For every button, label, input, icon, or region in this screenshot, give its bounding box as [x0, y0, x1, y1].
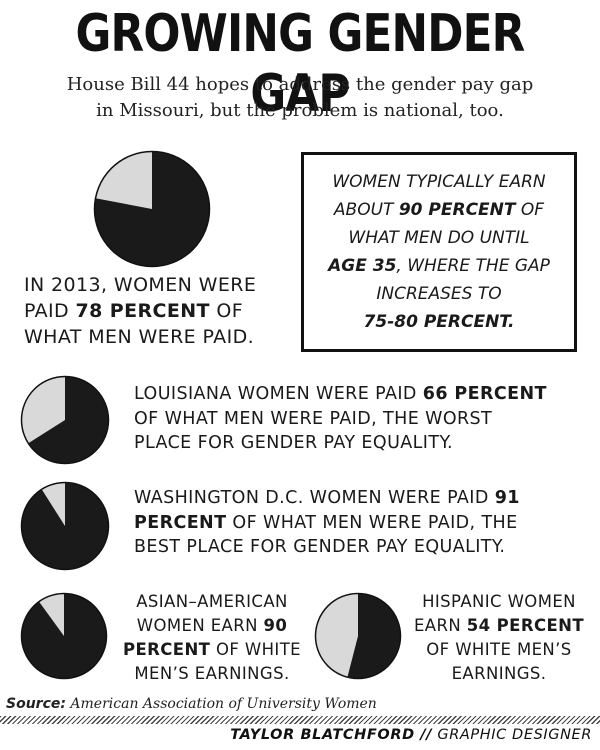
caption-louisiana: Louisiana women were paid 66 percent of … — [134, 382, 594, 456]
pie-hispanic — [314, 592, 402, 680]
caption-washington: Washington D.C. women were paid 91 perce… — [134, 486, 594, 560]
pie-louisiana — [20, 375, 110, 465]
callout-line-4: age 35, where the gap — [307, 252, 571, 280]
callout-line-5: increases to — [376, 284, 502, 304]
louisiana-pie-outline — [20, 375, 110, 465]
pie-national — [93, 150, 211, 268]
caption-washington-value: 91 — [494, 488, 520, 508]
subtitle-line-1: House Bill 44 hopes to address the gende… — [66, 74, 534, 95]
caption-hispanic-line-2: earn 54 percent — [404, 614, 594, 638]
callout-text-part: of — [520, 200, 545, 220]
caption-hispanic-line-1: Hispanic women — [422, 592, 576, 611]
caption-national-line-3: what men were paid. — [24, 326, 255, 348]
washington-gap-slice — [41, 482, 65, 526]
louisiana-gap-slice — [21, 376, 65, 444]
divider-hatch — [0, 716, 600, 724]
subtitle: House Bill 44 hopes to address the gende… — [30, 72, 570, 124]
hispanic-women-slice — [347, 593, 401, 679]
callout-line-2: about 90 percent of — [307, 196, 571, 224]
callout-line-1: Women typically earn — [332, 172, 546, 192]
caption-washington-line-2: percent of what men were paid, the — [134, 511, 594, 536]
subtitle-line-2: in Missouri, but the problem is national… — [96, 100, 504, 121]
callout-value: 90 percent — [398, 200, 516, 220]
source-label: Source: — [6, 696, 66, 712]
designer-credit: TAYLOR BLATCHFORD // GRAPHIC DESIGNER — [230, 727, 592, 743]
callout-range: 75-80 percent. — [363, 312, 515, 332]
caption-hispanic-text: earn — [413, 616, 462, 635]
caption-national-value: 78 percent — [75, 300, 210, 322]
caption-asian-line-4: men’s earnings. — [134, 664, 290, 683]
credit-name: TAYLOR BLATCHFORD // — [230, 727, 433, 743]
caption-washington-text: of what men were paid, the — [232, 512, 518, 533]
caption-asian-line-3: percent of white — [112, 638, 312, 662]
caption-national-text: of — [216, 300, 244, 322]
source-note: Source: American Association of Universi… — [6, 696, 377, 712]
pie-asian — [20, 592, 108, 680]
caption-national: In 2013, women were paid 78 percent of w… — [24, 272, 294, 350]
caption-louisiana-line-1: Louisiana women were paid 66 percent — [134, 382, 594, 407]
caption-asian: Asian–American women earn 90 percent of … — [112, 590, 312, 686]
callout-age: age 35 — [328, 256, 397, 276]
asian-pie-outline — [20, 592, 108, 680]
callout-box: Women typically earn about 90 percent of… — [301, 152, 577, 352]
caption-hispanic-value: 54 percent — [466, 616, 584, 635]
caption-washington-value: percent — [134, 512, 227, 533]
hispanic-pie-outline — [314, 592, 402, 680]
asian-women-slice — [21, 593, 107, 679]
hispanic-gap-slice — [315, 593, 358, 678]
caption-asian-value: percent — [123, 640, 211, 659]
callout-text-part: , where the gap — [396, 256, 550, 276]
callout-line-6: 75-80 percent. — [307, 308, 571, 336]
caption-washington-line-1: Washington D.C. women were paid 91 — [134, 486, 594, 511]
page-title: GROWING GENDER GAP — [75, 4, 526, 124]
louisiana-women-slice — [28, 376, 109, 464]
washington-women-slice — [21, 482, 109, 570]
asian-gap-slice — [39, 593, 64, 636]
caption-louisiana-line-2: of what men were paid, the worst — [134, 408, 493, 429]
callout-text-part: about — [333, 200, 394, 220]
callout-text: Women typically earn about 90 percent of… — [307, 168, 571, 336]
caption-asian-value: 90 — [263, 616, 288, 635]
national-pie-outline — [93, 150, 211, 268]
caption-asian-line-2: women earn 90 — [112, 614, 312, 638]
caption-hispanic-line-4: earnings. — [451, 664, 547, 683]
caption-national-line-1: In 2013, women were — [24, 274, 257, 296]
washington-pie-outline — [20, 481, 110, 571]
national-gap-slice — [95, 151, 152, 209]
caption-asian-text: of white — [215, 640, 301, 659]
caption-washington-text: Washington D.C. women were paid — [134, 488, 489, 508]
caption-hispanic: Hispanic women earn 54 percent of white … — [404, 590, 594, 686]
caption-louisiana-text: Louisiana women were paid — [134, 384, 417, 404]
caption-national-text: paid — [24, 300, 70, 322]
caption-asian-text: women earn — [136, 616, 258, 635]
source-text: American Association of University Women — [70, 696, 377, 712]
credit-role: GRAPHIC DESIGNER — [437, 727, 592, 743]
pie-washington — [20, 481, 110, 571]
caption-louisiana-line-3: place for gender pay equality. — [134, 433, 453, 453]
caption-louisiana-value: 66 percent — [422, 384, 547, 404]
national-women-slice — [94, 151, 210, 267]
callout-line-3: what men do until — [348, 228, 530, 248]
caption-washington-line-3: best place for gender pay equality. — [134, 537, 506, 557]
caption-national-line-2: paid 78 percent of — [24, 298, 294, 324]
caption-asian-line-1: Asian–American — [136, 592, 288, 611]
caption-hispanic-line-3: of white men’s — [426, 640, 572, 659]
